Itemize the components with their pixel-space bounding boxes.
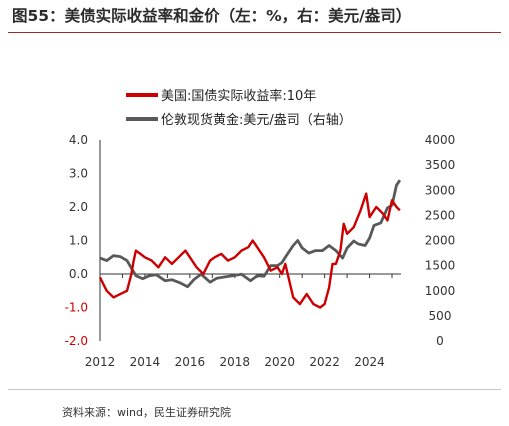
- gold-price-series-line: [99, 179, 402, 289]
- legend-item-gold-price-label: 伦敦现货黄金:美元/盎司（右轴）: [161, 112, 352, 128]
- left-axis-tick-label: 4.0: [69, 133, 88, 147]
- right-axis-tick-label: 500: [429, 309, 452, 323]
- left-axis-ticks: -2.0 -1.0 0.0 1.0 2.0 3.0 4.0: [65, 133, 88, 348]
- right-axis-tick-label: 1000: [425, 284, 456, 298]
- series-layer: [98, 179, 402, 309]
- source-divider: [8, 389, 501, 390]
- right-axis-tick-label: 3500: [425, 158, 456, 172]
- source-note: 资料来源：wind，民生证券研究院: [62, 406, 232, 419]
- legend-item-real-yield-label: 美国:国债实际收益率:10年: [161, 88, 316, 104]
- x-axis-tick-label: 2016: [175, 355, 206, 369]
- x-axis-tick-label: 2024: [354, 355, 385, 369]
- x-axis-tick-label: 2012: [85, 355, 116, 369]
- x-axis-tick-label: 2022: [309, 355, 340, 369]
- right-axis-tick-label: 3000: [425, 183, 456, 197]
- right-axis-tick-label: 0: [436, 334, 444, 348]
- x-axis-tick-label: 2018: [220, 355, 251, 369]
- left-axis-tick-label: -2.0: [65, 334, 88, 348]
- x-axis-tick-label: 2014: [130, 355, 161, 369]
- left-axis-tick-label: 1.0: [69, 234, 88, 248]
- left-axis-tick-label: 0.0: [69, 267, 88, 281]
- title-divider: [8, 32, 501, 33]
- right-axis-tick-label: 4000: [425, 133, 456, 147]
- right-axis-tick-label: 2500: [425, 208, 456, 222]
- right-axis-tick-label: 2000: [425, 234, 456, 248]
- right-axis-ticks: 0 500 1000 1500 2000 2500 3000 3500 4000: [425, 133, 456, 348]
- left-axis-tick-label: -1.0: [65, 301, 88, 315]
- x-axis-ticks: 2012 2014 2016 2018 2020 2022 2024: [85, 274, 393, 369]
- left-axis-tick-label: 3.0: [69, 167, 88, 181]
- chart-title: 图55：美债实际收益率和金价（左：%，右：美元/盎司）: [12, 7, 412, 25]
- real-yield-series-line: [98, 192, 401, 309]
- right-axis-tick-label: 1500: [425, 259, 456, 273]
- x-axis-tick-label: 2020: [264, 355, 295, 369]
- left-axis-tick-label: 2.0: [69, 200, 88, 214]
